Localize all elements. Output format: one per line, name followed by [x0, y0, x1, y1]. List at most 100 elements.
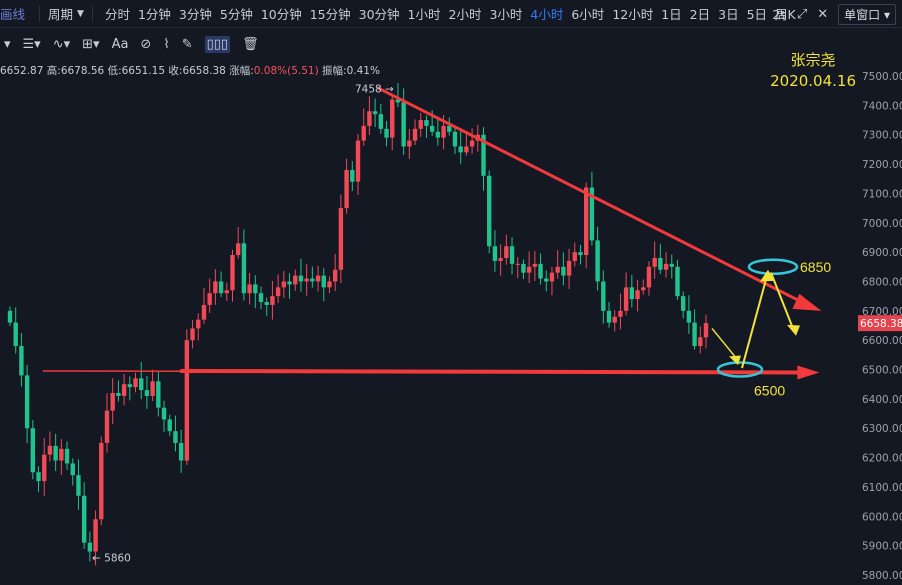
candle-body: [13, 322, 18, 347]
author-name: 张宗尧: [790, 51, 836, 69]
wave-tool-icon[interactable]: ∿▾: [52, 36, 71, 52]
candle-body: [235, 243, 241, 256]
close-value: 6658.38: [182, 65, 226, 77]
candle-body: [692, 322, 697, 347]
interval-9[interactable]: 3小时: [489, 7, 523, 22]
interval-5[interactable]: 15分钟: [309, 7, 351, 22]
y-tick-label: 5900.00: [862, 541, 902, 553]
candle-body: [698, 337, 703, 347]
candle-body: [275, 287, 281, 297]
period-selector[interactable]: 周期 ▼: [48, 4, 84, 23]
y-tick-label: 7100.00: [862, 188, 902, 200]
candle-body: [156, 381, 161, 408]
candle-body: [287, 281, 292, 285]
resistance-line: [376, 86, 807, 306]
candle-body: [281, 281, 287, 288]
interval-10[interactable]: 4小时: [530, 7, 564, 22]
trash-icon[interactable]: 🗑: [242, 36, 259, 52]
candle-body: [572, 252, 577, 261]
interval-6[interactable]: 30分钟: [358, 7, 400, 22]
candle-body: [401, 102, 406, 147]
ohlc-info: 6652.87 高:6678.56 低:6651.15 收:6658.38 涨幅…: [0, 63, 380, 79]
path-arrowhead-2: [760, 269, 774, 282]
lock-icon[interactable]: ▯▯▯: [204, 35, 231, 53]
candle-body: [509, 246, 515, 264]
candle-body: [481, 134, 486, 176]
interval-bar: 画线 周期 ▼ 分时 1分钟 3分钟 5分钟 10分钟 15分钟 30分钟 1小时 2小时 3小时…: [0, 0, 902, 28]
candle-body: [703, 323, 709, 338]
candle-body: [110, 393, 115, 411]
interval-8[interactable]: 2小时: [448, 7, 482, 22]
y-tick-label: 5800.00: [862, 570, 902, 582]
candle-body: [601, 281, 606, 311]
candle-body: [566, 260, 572, 276]
candle-body: [218, 281, 224, 294]
candle-body: [429, 125, 435, 132]
period-label: 周期: [48, 7, 74, 22]
y-tick-label: 6600.00: [862, 335, 902, 347]
last-price-tag: [858, 315, 902, 332]
candle-body: [669, 263, 674, 267]
candle-body: [487, 175, 492, 247]
candle-body: [350, 169, 355, 182]
last-price-label: 6658.38: [860, 318, 902, 330]
candle-body: [355, 140, 361, 182]
candlestick-chart[interactable]: 5800.00 5900.00 6000.00 6100.00 6200.00 6300.…: [0, 60, 902, 585]
candle-body: [76, 475, 81, 496]
pen-icon[interactable]: ✎: [181, 36, 193, 52]
candle-body: [161, 407, 167, 420]
candle-body: [47, 445, 53, 455]
interval-4[interactable]: 10分钟: [260, 7, 302, 22]
candle-body: [270, 296, 275, 305]
candle-body: [652, 257, 657, 267]
candle-body: [390, 99, 395, 138]
candle-body: [555, 266, 560, 273]
candle-body: [213, 281, 218, 294]
close-icon[interactable]: ✕: [817, 7, 829, 22]
interval-7[interactable]: 1小时: [407, 7, 441, 22]
level-label-lower: 6500: [754, 383, 785, 399]
candle-body: [99, 442, 104, 520]
candle-body: [504, 246, 509, 258]
grid-tool-icon[interactable]: ⊞▾: [82, 36, 100, 52]
ruler-icon[interactable]: ⌇: [163, 36, 170, 52]
magnet-icon[interactable]: ⊘: [140, 36, 152, 52]
interval-11[interactable]: 6小时: [571, 7, 605, 22]
candle-body: [680, 296, 686, 311]
interval-15[interactable]: 3日: [718, 7, 739, 22]
text-tool-icon[interactable]: Aa: [111, 36, 129, 52]
candle-body: [447, 125, 452, 132]
drawing-toolbar: ▾ ☰▾ ∿▾ ⊞▾ Aa ⊘ ⌇ ✎ ▯▯▯ 🗑: [0, 28, 902, 60]
candle-body: [646, 266, 652, 288]
candle-body: [338, 208, 344, 270]
draw-lines-tab[interactable]: 画线: [0, 7, 26, 22]
interval-2[interactable]: 3分钟: [178, 7, 212, 22]
high-value: 6678.56: [60, 65, 105, 77]
candle-body: [561, 266, 566, 276]
interval-13[interactable]: 1日: [661, 7, 682, 22]
single-window-button[interactable]: 单窗口 ▾: [838, 4, 896, 25]
candle-body: [498, 257, 503, 261]
candle-body: [144, 390, 150, 396]
candle-body: [515, 263, 520, 265]
interval-1[interactable]: 1分钟: [137, 7, 171, 22]
candle-body: [310, 278, 315, 282]
interval-14[interactable]: 2日: [689, 7, 711, 22]
expand-icon[interactable]: ⤢: [796, 7, 808, 22]
path-arrow-1: [711, 327, 737, 359]
candle-body: [190, 328, 195, 341]
interval-0[interactable]: 分时: [104, 7, 130, 22]
y-tick-label: 6500.00: [862, 365, 902, 377]
interval-17[interactable]: 周K: [775, 7, 796, 22]
interval-12[interactable]: 12小时: [612, 7, 654, 22]
refresh-rate[interactable]: 2s: [772, 7, 787, 22]
hline-tool-icon[interactable]: ☰▾: [22, 36, 41, 52]
interval-3[interactable]: 5分钟: [219, 7, 253, 22]
candle-body: [116, 393, 121, 396]
y-tick-label: 6100.00: [862, 482, 902, 494]
candle-body: [458, 146, 463, 153]
candle-body: [173, 431, 178, 443]
interval-16[interactable]: 5日: [746, 7, 768, 22]
crosshair-icon[interactable]: ▾: [4, 36, 11, 52]
support-arrow: [797, 365, 820, 380]
